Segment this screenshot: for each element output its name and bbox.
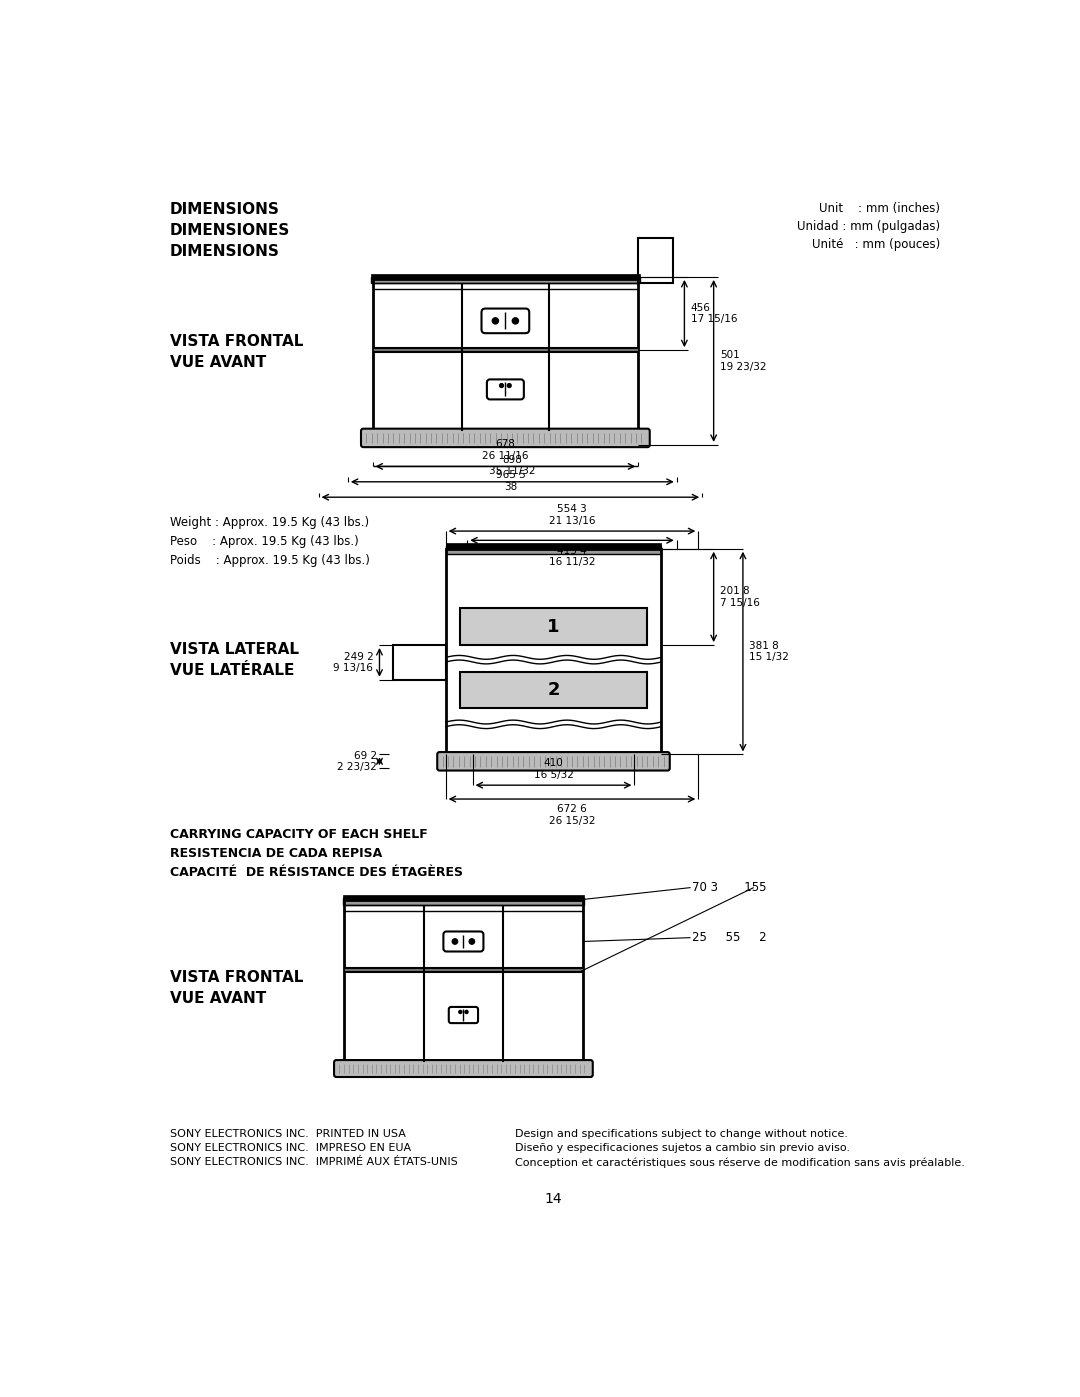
FancyBboxPatch shape [487,380,524,400]
Text: 381 8
15 1/32: 381 8 15 1/32 [750,641,789,662]
Text: 1: 1 [548,617,559,636]
Text: CARRYING CAPACITY OF EACH SHELF
RESISTENCIA DE CADA REPISA
CAPACITÉ  DE RÉSISTAN: CARRYING CAPACITY OF EACH SHELF RESISTEN… [170,828,463,879]
Circle shape [508,384,511,387]
Bar [446,549,661,754]
Text: VISTA FRONTAL
VUE AVANT: VISTA FRONTAL VUE AVANT [170,334,303,370]
Circle shape [512,317,518,324]
Text: 965 5
38: 965 5 38 [496,471,525,492]
Text: 249 2
9 13/16: 249 2 9 13/16 [334,651,374,673]
FancyBboxPatch shape [361,429,650,447]
Text: Unit    : mm (inches)
Unidad : mm (pulgadas)
Unité   : mm (pouces): Unit : mm (inches) Unidad : mm (pulgadas… [797,203,940,251]
Text: VISTA FRONTAL
VUE AVANT: VISTA FRONTAL VUE AVANT [170,970,303,1006]
Circle shape [469,939,474,944]
FancyBboxPatch shape [437,752,670,771]
Bar [638,239,673,284]
Text: 14: 14 [544,1193,563,1207]
Text: 898
35 11/32: 898 35 11/32 [489,455,536,476]
Text: 415 4
16 11/32: 415 4 16 11/32 [549,546,595,567]
Text: 69 2
2 23/32: 69 2 2 23/32 [337,750,377,773]
Bar [373,278,638,432]
Text: 25     55     2: 25 55 2 [692,932,767,944]
FancyBboxPatch shape [482,309,529,334]
Bar [345,968,583,972]
FancyBboxPatch shape [449,1007,478,1023]
Circle shape [500,384,503,387]
Bar [342,895,584,900]
Bar [446,543,661,549]
Text: 554 3
21 13/16: 554 3 21 13/16 [549,504,595,525]
Text: Design and specifications subject to change without notice.
Diseño y especificac: Design and specifications subject to cha… [515,1129,964,1168]
FancyBboxPatch shape [444,932,484,951]
Circle shape [492,317,499,324]
Text: SONY ELECTRONICS INC.  PRINTED IN USA
SONY ELECTRONICS INC.  IMPRESO EN EUA
SONY: SONY ELECTRONICS INC. PRINTED IN USA SON… [170,1129,458,1168]
Bar [345,900,583,1062]
Text: 410
16 5/32: 410 16 5/32 [534,759,573,780]
Circle shape [453,939,458,944]
Bar [372,274,639,278]
Text: 2: 2 [548,682,559,698]
Text: Weight : Approx. 19.5 Kg (43 lbs.)
Peso    : Aprox. 19.5 Kg (43 lbs.)
Poids    :: Weight : Approx. 19.5 Kg (43 lbs.) Peso … [170,515,370,567]
Text: DIMENSIONS
DIMENSIONES
DIMENSIONS: DIMENSIONS DIMENSIONES DIMENSIONS [170,203,291,260]
Text: 201 8
7 15/16: 201 8 7 15/16 [719,587,759,608]
Text: 501
19 23/32: 501 19 23/32 [719,351,767,372]
Text: VISTA LATERAL
VUE LATÉRALE: VISTA LATERAL VUE LATÉRALE [170,643,299,679]
Bar [460,672,647,708]
Text: 456
17 15/16: 456 17 15/16 [690,303,737,324]
Circle shape [465,1010,468,1013]
Bar [460,608,647,645]
Bar [393,645,446,680]
Text: 672 6
26 15/32: 672 6 26 15/32 [549,805,595,826]
Bar [446,546,661,555]
Circle shape [459,1010,462,1013]
Bar [372,277,639,284]
Text: 678
26 11/16: 678 26 11/16 [482,440,528,461]
Bar [373,348,638,352]
FancyBboxPatch shape [334,1060,593,1077]
Bar [342,898,584,904]
Text: 70 3       155: 70 3 155 [692,882,767,894]
